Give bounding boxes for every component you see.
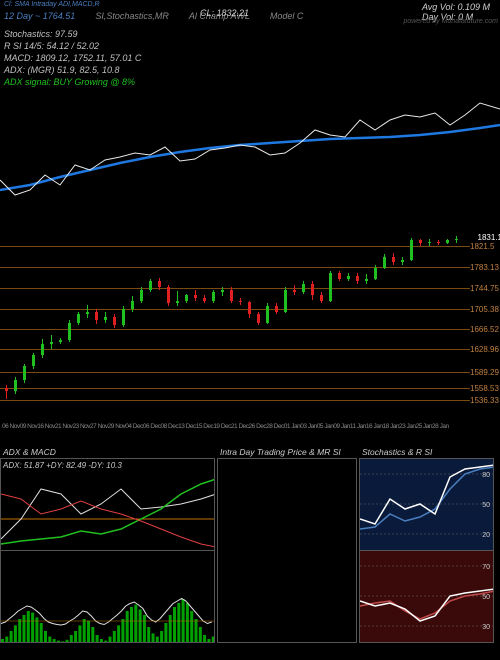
bottom-panels: ADX & MACD ADX: 51.87 +DY: 82.49 -DY: 10… xyxy=(0,458,500,658)
ind-macd: MACD: 1809.12, 1752.11, 57.01 C xyxy=(4,52,141,64)
svg-text:70: 70 xyxy=(482,564,490,571)
ind-stochastics: Stochastics: 97.59 xyxy=(4,28,141,40)
header-close-price: CL: 1832.21 xyxy=(200,8,249,18)
intraday-title: Intra Day Trading Price & MR SI xyxy=(220,447,341,457)
adx-title: ADX & MACD xyxy=(3,447,56,457)
avg-vol: Avg Vol: 0.109 M xyxy=(422,2,490,12)
hdr-item-3: Model C xyxy=(270,11,304,21)
ind-adx-signal: ADX signal: BUY Growing @ 8% xyxy=(4,76,141,88)
svg-text:50: 50 xyxy=(482,594,490,601)
main-line-chart xyxy=(0,95,500,225)
adx-values-label: ADX: 51.87 +DY: 82.49 -DY: 10.3 xyxy=(3,461,122,470)
intraday-panel: Intra Day Trading Price & MR SI xyxy=(217,458,357,643)
stoch-title: Stochastics & R SI xyxy=(362,447,432,457)
stoch-rsi-panel: Stochastics & R SI 805020 705030 xyxy=(359,458,494,643)
adx-macd-panel: ADX & MACD ADX: 51.87 +DY: 82.49 -DY: 10… xyxy=(0,458,215,643)
hdr-item-0: 12 Day ~ 1764.51 xyxy=(4,11,75,21)
date-axis: 06 Nov09 Nov16 Nov21 Nov23 Nov27 Nov29 N… xyxy=(0,410,470,430)
hdr-item-1: SI,Stochastics,MR xyxy=(95,11,169,21)
ind-rsi: R SI 14/5: 54.12 / 52.02 xyxy=(4,40,141,52)
svg-text:50: 50 xyxy=(482,502,490,509)
svg-text:20: 20 xyxy=(482,532,490,539)
indicators-panel: Stochastics: 97.59 R SI 14/5: 54.12 / 52… xyxy=(4,28,141,88)
watermark: powered by Munafafuture.com xyxy=(403,18,498,25)
ind-adx: ADX: (MGR) 51.9, 82.5, 10.8 xyxy=(4,64,141,76)
svg-text:30: 30 xyxy=(482,624,490,631)
svg-text:80: 80 xyxy=(482,472,490,479)
hdr-prefix: Cl: SMA Intraday ADI,MACD,R xyxy=(4,1,100,8)
candlestick-chart: 06 Nov09 Nov16 Nov21 Nov23 Nov27 Nov29 N… xyxy=(0,235,470,430)
